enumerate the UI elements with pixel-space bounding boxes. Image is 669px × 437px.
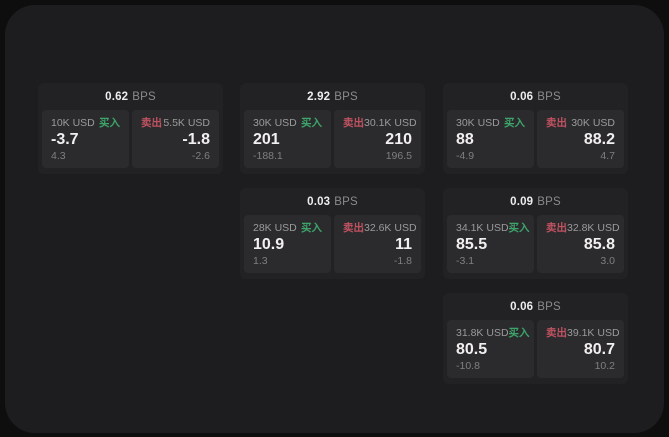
sell-price: 85.8 (583, 236, 615, 253)
bps-value: 2.92 (307, 90, 331, 103)
sell-label: 卖出 (343, 117, 364, 129)
sell-amount: 32.6K USD (364, 222, 417, 234)
quote-card: 0.06 BPS 30K USD 买入 88 -4.9 卖出 30K USD (443, 83, 628, 174)
buy-amount: 30K USD (253, 117, 297, 129)
buy-price: -3.7 (51, 131, 79, 148)
buy-label: 买入 (508, 222, 530, 234)
card-header: 0.06 BPS (443, 83, 628, 110)
sell-label: 卖出 (546, 222, 567, 234)
quote-card: 0.06 BPS 31.8K USD 买入 80.5 -10.8 卖出 39.1… (443, 293, 628, 384)
app-panel: 0.62 BPS 10K USD 买入 -3.7 4.3 卖出 5.5K USD (5, 5, 664, 433)
buy-amount: 10K USD (51, 117, 95, 129)
sell-panel[interactable]: 卖出 39.1K USD 80.7 10.2 (537, 320, 624, 378)
buy-label: 买入 (301, 117, 322, 129)
bps-unit: BPS (132, 90, 156, 103)
buy-panel[interactable]: 31.8K USD 买入 80.5 -10.8 (447, 320, 534, 378)
bps-unit: BPS (334, 90, 358, 103)
buy-delta: 1.3 (253, 255, 268, 267)
buy-panel[interactable]: 30K USD 买入 201 -188.1 (244, 110, 331, 168)
buy-delta: -188.1 (253, 150, 283, 162)
sell-delta: -2.6 (191, 150, 210, 162)
card-header: 0.09 BPS (443, 188, 628, 215)
sell-price: 210 (385, 131, 412, 148)
buy-price: 201 (253, 131, 280, 148)
sell-delta: 3.0 (600, 255, 615, 267)
sell-panel[interactable]: 卖出 32.8K USD 85.8 3.0 (537, 215, 624, 273)
sell-delta: -1.8 (393, 255, 412, 267)
buy-price: 85.5 (456, 236, 488, 253)
sell-label: 卖出 (546, 327, 567, 339)
sell-delta: 4.7 (600, 150, 615, 162)
card-body: 34.1K USD 买入 85.5 -3.1 卖出 32.8K USD 85.8… (443, 215, 628, 273)
sell-price: 80.7 (583, 341, 615, 358)
sell-panel[interactable]: 卖出 30K USD 88.2 4.7 (537, 110, 624, 168)
sell-amount: 30.1K USD (364, 117, 417, 129)
buy-amount: 30K USD (456, 117, 500, 129)
buy-label: 买入 (508, 327, 530, 339)
buy-price: 80.5 (456, 341, 488, 358)
bps-unit: BPS (537, 90, 561, 103)
card-body: 10K USD 买入 -3.7 4.3 卖出 5.5K USD -1.8 -2.… (38, 110, 223, 168)
card-body: 28K USD 买入 10.9 1.3 卖出 32.6K USD 11 -1.8 (240, 215, 425, 273)
bps-unit: BPS (334, 195, 358, 208)
buy-delta: -10.8 (456, 360, 480, 372)
card-body: 30K USD 买入 201 -188.1 卖出 30.1K USD 210 1… (240, 110, 425, 168)
sell-panel[interactable]: 卖出 5.5K USD -1.8 -2.6 (132, 110, 219, 168)
buy-price: 88 (456, 131, 474, 148)
buy-delta: -4.9 (456, 150, 475, 162)
sell-price: 88.2 (583, 131, 615, 148)
buy-panel[interactable]: 28K USD 买入 10.9 1.3 (244, 215, 331, 273)
buy-amount: 28K USD (253, 222, 297, 234)
buy-label: 买入 (301, 222, 322, 234)
card-header: 0.06 BPS (443, 293, 628, 320)
buy-price: 10.9 (253, 236, 285, 253)
card-header: 0.62 BPS (38, 83, 223, 110)
buy-panel[interactable]: 30K USD 买入 88 -4.9 (447, 110, 534, 168)
buy-label: 买入 (504, 117, 525, 129)
sell-amount: 39.1K USD (567, 327, 620, 339)
sell-delta: 10.2 (594, 360, 615, 372)
sell-amount: 32.8K USD (567, 222, 620, 234)
buy-amount: 34.1K USD (456, 222, 509, 234)
buy-delta: -3.1 (456, 255, 475, 267)
sell-panel[interactable]: 卖出 30.1K USD 210 196.5 (334, 110, 421, 168)
buy-panel[interactable]: 34.1K USD 买入 85.5 -3.1 (447, 215, 534, 273)
sell-delta: 196.5 (385, 150, 412, 162)
buy-panel[interactable]: 10K USD 买入 -3.7 4.3 (42, 110, 129, 168)
sell-label: 卖出 (141, 117, 162, 129)
card-body: 31.8K USD 买入 80.5 -10.8 卖出 39.1K USD 80.… (443, 320, 628, 378)
bps-value: 0.62 (105, 90, 129, 103)
bps-unit: BPS (537, 195, 561, 208)
bps-value: 0.06 (510, 300, 534, 313)
buy-amount: 31.8K USD (456, 327, 509, 339)
sell-amount: 5.5K USD (163, 117, 210, 129)
card-body: 30K USD 买入 88 -4.9 卖出 30K USD 88.2 4.7 (443, 110, 628, 168)
bps-value: 0.03 (307, 195, 331, 208)
quote-card: 0.03 BPS 28K USD 买入 10.9 1.3 卖出 32.6K US… (240, 188, 425, 279)
sell-panel[interactable]: 卖出 32.6K USD 11 -1.8 (334, 215, 421, 273)
bps-value: 0.06 (510, 90, 534, 103)
sell-label: 卖出 (546, 117, 567, 129)
sell-price: 11 (395, 236, 412, 253)
buy-label: 买入 (99, 117, 120, 129)
card-header: 0.03 BPS (240, 188, 425, 215)
sell-price: -1.8 (182, 131, 210, 148)
sell-label: 卖出 (343, 222, 364, 234)
bps-unit: BPS (537, 300, 561, 313)
quote-card: 2.92 BPS 30K USD 买入 201 -188.1 卖出 30.1K … (240, 83, 425, 174)
bps-value: 0.09 (510, 195, 534, 208)
quote-card: 0.09 BPS 34.1K USD 买入 85.5 -3.1 卖出 32.8K… (443, 188, 628, 279)
card-header: 2.92 BPS (240, 83, 425, 110)
quote-card: 0.62 BPS 10K USD 买入 -3.7 4.3 卖出 5.5K USD (38, 83, 223, 174)
sell-amount: 30K USD (571, 117, 615, 129)
buy-delta: 4.3 (51, 150, 66, 162)
